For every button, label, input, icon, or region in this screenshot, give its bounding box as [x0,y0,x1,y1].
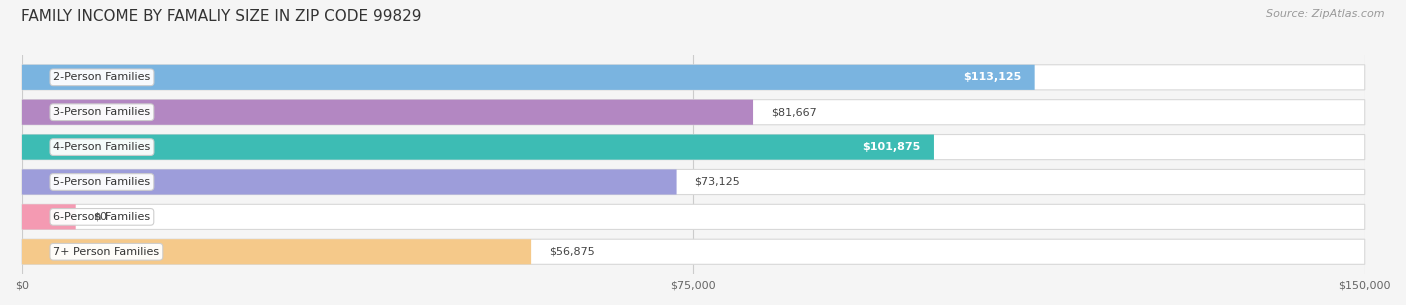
FancyBboxPatch shape [22,100,754,125]
Text: Source: ZipAtlas.com: Source: ZipAtlas.com [1267,9,1385,19]
FancyBboxPatch shape [22,170,1365,195]
FancyBboxPatch shape [22,100,1365,125]
Text: 5-Person Families: 5-Person Families [53,177,150,187]
FancyBboxPatch shape [22,135,1365,160]
FancyBboxPatch shape [22,204,1365,229]
FancyBboxPatch shape [22,65,1365,90]
Text: $113,125: $113,125 [963,72,1021,82]
Text: $101,875: $101,875 [862,142,921,152]
FancyBboxPatch shape [22,135,934,160]
FancyBboxPatch shape [22,239,531,264]
FancyBboxPatch shape [22,65,1035,90]
Text: $73,125: $73,125 [695,177,740,187]
Text: FAMILY INCOME BY FAMALIY SIZE IN ZIP CODE 99829: FAMILY INCOME BY FAMALIY SIZE IN ZIP COD… [21,9,422,24]
Text: $0: $0 [94,212,108,222]
FancyBboxPatch shape [22,204,76,229]
Text: $81,667: $81,667 [770,107,817,117]
Text: 6-Person Families: 6-Person Families [53,212,150,222]
Text: 2-Person Families: 2-Person Families [53,72,150,82]
FancyBboxPatch shape [22,170,676,195]
Text: 3-Person Families: 3-Person Families [53,107,150,117]
Text: 7+ Person Families: 7+ Person Families [53,247,159,257]
Text: 4-Person Families: 4-Person Families [53,142,150,152]
FancyBboxPatch shape [22,239,1365,264]
Text: $56,875: $56,875 [548,247,595,257]
